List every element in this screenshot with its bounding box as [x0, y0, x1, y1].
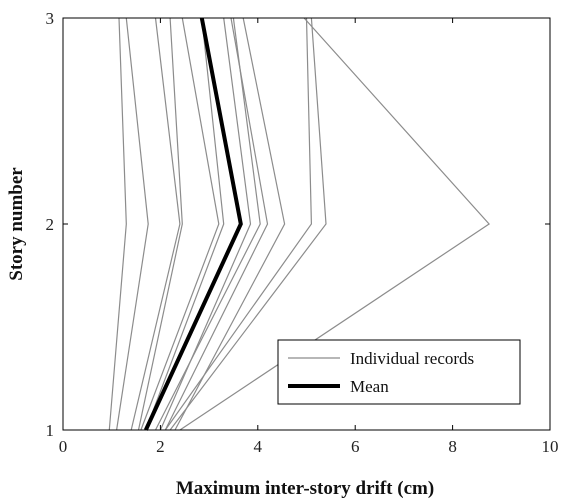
- legend-box: [277, 339, 521, 405]
- legend-mean-label: Mean: [350, 377, 389, 396]
- axis-ticks: [62, 17, 551, 431]
- y-axis-label: Story number: [6, 167, 27, 281]
- series-individual-line-9: [164, 17, 269, 431]
- series-individual-line-10: [174, 17, 286, 431]
- x-tick-label-6: 6: [351, 437, 360, 456]
- series-individual-line-5: [140, 17, 220, 431]
- series-mean-line: [143, 17, 243, 431]
- series-individual-line-2: [116, 17, 149, 431]
- legend: Individual records Mean: [277, 339, 521, 405]
- series-individual-line-4: [137, 17, 183, 431]
- x-tick-label-4: 4: [254, 437, 263, 456]
- y-tick-label-1: 1: [46, 421, 55, 440]
- y-tick-label-3: 3: [46, 9, 55, 28]
- legend-individual-label: Individual records: [350, 349, 474, 368]
- series-individual-line-8: [154, 17, 261, 431]
- series-individual-line-6: [145, 17, 225, 431]
- x-axis-label: Maximum inter-story drift (cm): [176, 478, 434, 499]
- series-individual-line-12: [169, 17, 327, 431]
- x-tick-label-2: 2: [156, 437, 165, 456]
- x-tick-label-0: 0: [59, 437, 68, 456]
- plot-lines: [108, 17, 491, 431]
- series-individual-line-3: [130, 17, 181, 431]
- x-tick-label-8: 8: [448, 437, 457, 456]
- series-individual-line-1: [108, 17, 127, 431]
- y-tick-label-2: 2: [46, 215, 55, 234]
- x-tick-label-10: 10: [542, 437, 559, 456]
- series-individual-line-11: [164, 17, 313, 431]
